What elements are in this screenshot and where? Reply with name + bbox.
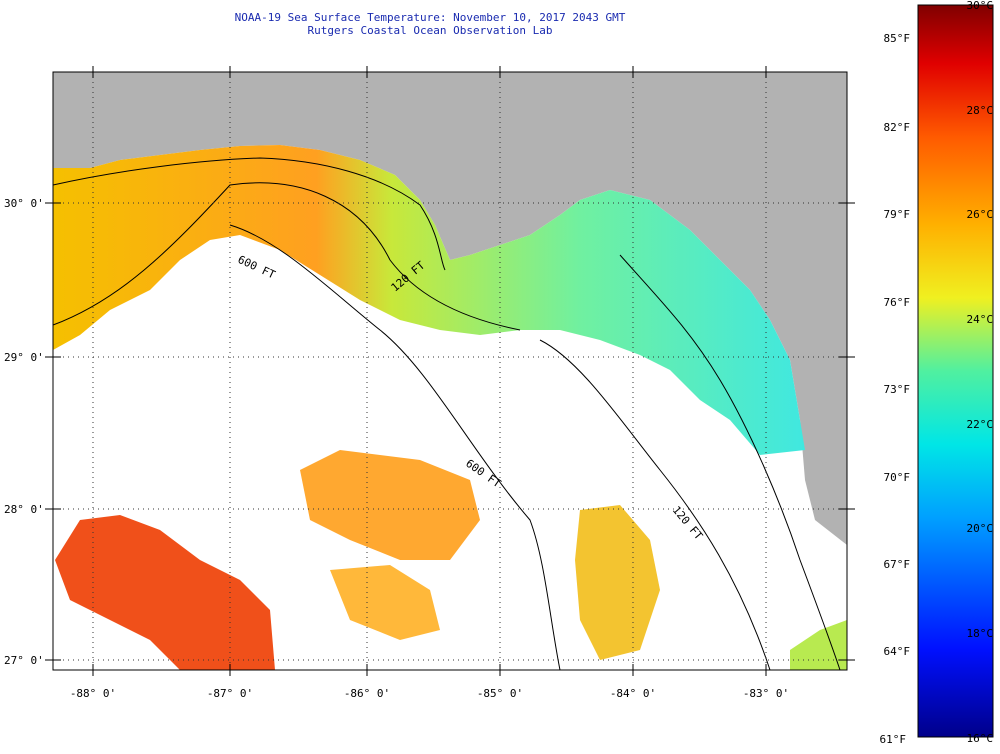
isobath-120ft-west: [52, 182, 521, 331]
lat-label: 27° 0': [4, 654, 44, 667]
lat-label: 30° 0': [4, 197, 44, 210]
celsius-label: 26°C: [967, 208, 994, 221]
fahrenheit-label: 67°F: [884, 558, 911, 571]
axis-ticks: [45, 66, 855, 676]
fahrenheit-label: 73°F: [884, 383, 911, 396]
lon-label: -84° 0': [610, 687, 656, 700]
map-title: NOAA-19 Sea Surface Temperature: Novembe…: [234, 11, 626, 24]
celsius-label: 22°C: [967, 418, 994, 431]
lat-label: 28° 0': [4, 503, 44, 516]
fahrenheit-label: 76°F: [884, 296, 911, 309]
lon-label: -86° 0': [344, 687, 390, 700]
sst-patch-west: [55, 515, 275, 670]
sst-patch-south: [330, 565, 440, 640]
map-subtitle: Rutgers Coastal Ocean Observation Lab: [307, 24, 553, 37]
lon-label: -87° 0': [207, 687, 253, 700]
sst-patch-east: [575, 505, 660, 660]
lon-label: -88° 0': [70, 687, 116, 700]
celsius-label: 28°C: [967, 104, 994, 117]
isobath-60ft: [52, 157, 446, 271]
sst-patch-se: [790, 620, 847, 670]
sst-coastal-band: [53, 145, 805, 455]
land-mass: [53, 72, 847, 545]
colorbar: [917, 4, 994, 738]
isobath-120ft-east: [539, 339, 771, 671]
fahrenheit-label: 79°F: [884, 208, 911, 221]
colorbar-celsius-labels: 30°C 28°C 26°C 24°C 22°C 20°C 18°C 16°C: [967, 0, 994, 745]
isobath-600ft: [229, 224, 561, 671]
fahrenheit-label: 82°F: [884, 121, 911, 134]
colorbar-fahrenheit-labels: 85°F 82°F 79°F 76°F 73°F 70°F 67°F 64°F …: [880, 32, 911, 746]
fahrenheit-label: 70°F: [884, 471, 911, 484]
celsius-label: 18°C: [967, 627, 994, 640]
celsius-label: 16°C: [967, 732, 994, 745]
map-frame: [52, 71, 848, 671]
lat-label: 29° 0': [4, 351, 44, 364]
celsius-label: 30°C: [967, 0, 994, 12]
isobath-60ft-east: [619, 254, 841, 671]
lon-label: -85° 0': [477, 687, 523, 700]
lon-label: -83° 0': [743, 687, 789, 700]
celsius-label: 24°C: [967, 313, 994, 326]
sst-patch-central: [300, 450, 480, 560]
fahrenheit-label: 64°F: [884, 645, 911, 658]
celsius-label: 20°C: [967, 522, 994, 535]
isobath-contours: [52, 157, 841, 671]
fahrenheit-label: 61°F: [880, 733, 907, 746]
fahrenheit-label: 85°F: [884, 32, 911, 45]
